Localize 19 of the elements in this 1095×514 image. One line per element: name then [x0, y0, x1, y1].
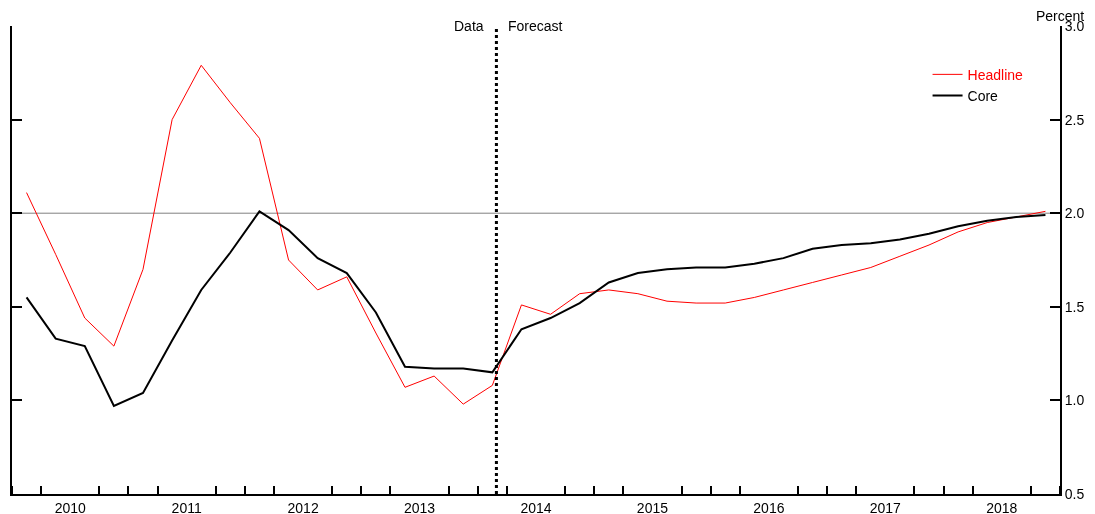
x-tick-label: 2016: [753, 499, 785, 514]
x-tick-label: 2017: [869, 499, 902, 514]
x-tick-label: 2015: [636, 499, 669, 514]
y-tick-label: 1.5: [1064, 298, 1085, 315]
legend-label: Core: [967, 88, 999, 105]
x-tick-label: 2011: [171, 499, 202, 514]
legend-label: Headline: [967, 66, 1024, 83]
y-tick-label: 2.0: [1064, 205, 1085, 222]
x-tick-label: 2013: [403, 499, 436, 514]
x-tick-label: 2014: [520, 499, 552, 514]
annotation: Forecast: [508, 18, 563, 34]
x-tick-label: 2012: [287, 499, 319, 514]
y-tick-label: 0.5: [1064, 485, 1085, 502]
x-tick-label: 2018: [986, 499, 1018, 514]
x-tick-label: 2010: [54, 499, 86, 514]
y-tick-label: 1.0: [1064, 392, 1085, 409]
line-series: [26, 64, 1046, 405]
y-tick-label: 2.5: [1064, 111, 1085, 128]
annotation: Data: [454, 18, 484, 34]
